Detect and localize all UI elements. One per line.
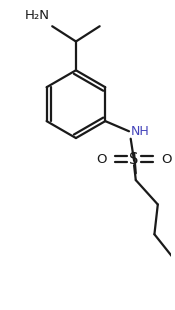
Text: NH: NH [131, 126, 150, 139]
Text: O: O [161, 153, 172, 166]
Text: S: S [129, 152, 139, 166]
Text: H₂N: H₂N [25, 9, 50, 22]
Text: O: O [96, 153, 107, 166]
